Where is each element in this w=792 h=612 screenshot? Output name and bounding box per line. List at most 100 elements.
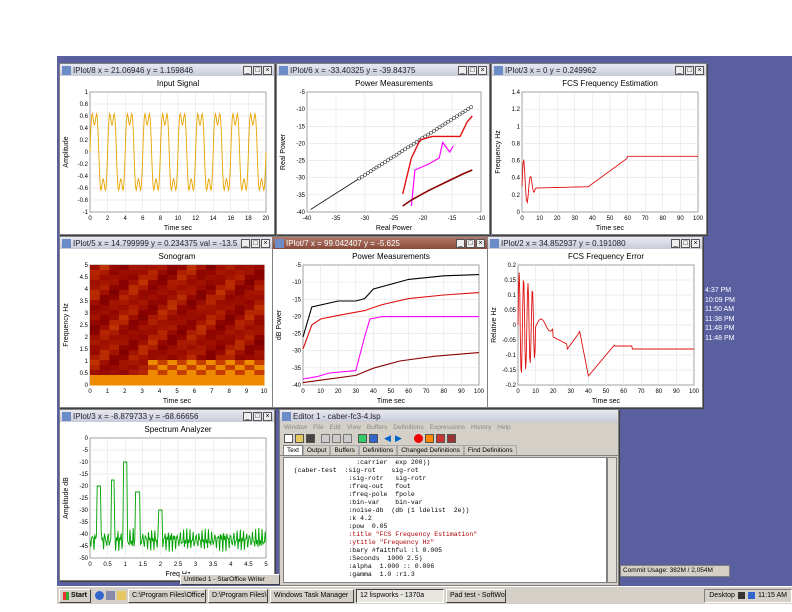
tab-text[interactable]: Text bbox=[283, 445, 303, 455]
start-button[interactable]: Start bbox=[59, 588, 91, 603]
maximize-icon[interactable]: □ bbox=[253, 411, 262, 421]
maximize-icon[interactable]: □ bbox=[466, 238, 475, 248]
sonogram-window[interactable]: IPlot/5 x = 14.799999 y = 0.234375 val =… bbox=[59, 236, 273, 408]
replace-icon[interactable] bbox=[369, 434, 378, 443]
sonogram-cell bbox=[254, 295, 265, 301]
maximize-icon[interactable]: □ bbox=[251, 238, 260, 248]
trace-icon[interactable] bbox=[447, 434, 456, 443]
paste-icon[interactable] bbox=[343, 434, 352, 443]
menu-view[interactable]: View bbox=[346, 423, 361, 431]
close-icon[interactable]: × bbox=[263, 411, 272, 421]
taskbar-button[interactable]: D:\Program Files\Office bbox=[208, 588, 268, 603]
sonogram-cell bbox=[148, 375, 159, 381]
menu-help[interactable]: Help bbox=[497, 423, 511, 431]
close-icon[interactable]: × bbox=[691, 238, 700, 248]
freq-error-window[interactable]: IPlot/2 x = 34.852937 y = 0.191080 _ □ × FC… bbox=[487, 236, 703, 408]
power-time-window[interactable]: IPlot/7 x = 99.042407 y = -5.625 _ □ × Powe… bbox=[272, 236, 488, 408]
title-bar[interactable]: IPlot/6 x = -33.40325 y = -39.84375 _ □ × bbox=[277, 64, 489, 76]
taskbar-button[interactable]: C:\Program Files\Office bbox=[128, 588, 206, 603]
sonogram-cell bbox=[109, 315, 120, 321]
minimize-icon[interactable]: _ bbox=[456, 238, 465, 248]
menu-buffers[interactable]: Buffers bbox=[366, 423, 388, 431]
maximize-icon[interactable]: □ bbox=[685, 65, 694, 75]
inspect-icon[interactable] bbox=[436, 434, 445, 443]
y-tick-label: 0.4 bbox=[80, 126, 89, 132]
title-bar[interactable]: IPlot/3 x = 0 y = 0.249962 _ □ × bbox=[492, 64, 706, 76]
code-editor[interactable]: :carrier exp 200)) (caber-test :sig-rot … bbox=[283, 457, 607, 583]
volume-icon[interactable] bbox=[737, 592, 745, 599]
close-icon[interactable]: × bbox=[263, 65, 272, 75]
x-tick-label: -40 bbox=[303, 216, 312, 222]
tab-changed-definitions[interactable]: Changed Definitions bbox=[397, 445, 464, 455]
title-bar[interactable]: IPlot/5 x = 14.799999 y = 0.234375 val =… bbox=[60, 237, 272, 249]
tab-find-definitions[interactable]: Find Definitions bbox=[463, 445, 517, 455]
sonogram-cell bbox=[128, 275, 139, 281]
power-scatter-window[interactable]: IPlot/6 x = -33.40325 y = -39.84375 _ □ × P… bbox=[276, 63, 490, 235]
cut-icon[interactable] bbox=[321, 434, 330, 443]
y-tick-label: -20 bbox=[296, 141, 305, 147]
menu-definitions[interactable]: Definitions bbox=[393, 423, 424, 431]
tab-buffers[interactable]: Buffers bbox=[330, 445, 359, 455]
copy-icon[interactable] bbox=[332, 434, 341, 443]
minimize-icon[interactable]: _ bbox=[241, 238, 250, 248]
sonogram-cell bbox=[254, 280, 265, 286]
editor-window[interactable]: Editor 1 - caber-fc3-4.lsp Window File E… bbox=[279, 409, 619, 586]
minimize-icon[interactable]: _ bbox=[675, 65, 684, 75]
close-icon[interactable]: × bbox=[478, 65, 487, 75]
data-point bbox=[414, 140, 419, 144]
input-signal-window[interactable]: IPlot/8 x = 21.06946 y = 1.159846 _ □ × Inp… bbox=[59, 63, 275, 235]
stop-icon[interactable] bbox=[414, 434, 423, 443]
sonogram-cell bbox=[109, 375, 120, 381]
taskbar-button[interactable]: Windows Task Manager bbox=[270, 588, 354, 603]
new-icon[interactable] bbox=[284, 434, 293, 443]
minimize-icon[interactable]: _ bbox=[243, 65, 252, 75]
maximize-icon[interactable]: □ bbox=[253, 65, 262, 75]
ie-icon[interactable] bbox=[95, 591, 104, 600]
close-icon[interactable]: × bbox=[476, 238, 485, 248]
taskbar-button[interactable]: Pad test - SoftWord bbox=[446, 588, 506, 603]
taskbar-button-floating[interactable]: Untitled 1 - StarOffice Writer bbox=[180, 574, 280, 585]
tab-output[interactable]: Output bbox=[302, 445, 331, 455]
minimize-icon[interactable]: _ bbox=[243, 411, 252, 421]
sonogram-cell bbox=[109, 355, 120, 361]
open-icon[interactable] bbox=[295, 434, 304, 443]
title-bar[interactable]: Editor 1 - caber-fc3-4.lsp bbox=[280, 410, 618, 422]
close-icon[interactable]: × bbox=[695, 65, 704, 75]
back-icon[interactable]: ◀ bbox=[384, 433, 391, 443]
desktop-icon[interactable] bbox=[106, 591, 115, 600]
menu-edit[interactable]: Edit bbox=[329, 423, 341, 431]
title-bar[interactable]: IPlot/7 x = 99.042407 y = -5.625 _ □ × bbox=[273, 237, 487, 249]
tab-definitions[interactable]: Definitions bbox=[358, 445, 398, 455]
network-icon[interactable] bbox=[747, 592, 755, 599]
vertical-scrollbar[interactable] bbox=[607, 457, 617, 583]
forward-icon[interactable]: ▶ bbox=[395, 433, 402, 443]
sonogram-cell bbox=[196, 340, 207, 346]
freq-estimation-window[interactable]: IPlot/3 x = 0 y = 0.249962 _ □ × FCS Freque… bbox=[491, 63, 707, 235]
sonogram-cell bbox=[148, 315, 159, 321]
sonogram-cell bbox=[244, 350, 255, 356]
y-tick-label: -5 bbox=[296, 263, 302, 269]
minimize-icon[interactable]: _ bbox=[671, 238, 680, 248]
y-axis-label: Amplitude dB bbox=[63, 477, 70, 519]
menu-window[interactable]: Window bbox=[284, 423, 308, 431]
maximize-icon[interactable]: □ bbox=[468, 65, 477, 75]
taskbar-button-active[interactable]: 12 lispworks - 1370a bbox=[356, 588, 444, 603]
close-icon[interactable]: × bbox=[261, 238, 270, 248]
minimize-icon[interactable]: _ bbox=[458, 65, 467, 75]
menu-file[interactable]: File bbox=[313, 423, 324, 431]
title-bar[interactable]: IPlot/3 x = -8.879733 y = -68.66656 _ □ × bbox=[60, 410, 274, 422]
sonogram-cell bbox=[186, 310, 197, 316]
sonogram-cell bbox=[254, 355, 265, 361]
sonogram-cell bbox=[196, 325, 207, 331]
title-bar[interactable]: IPlot/2 x = 34.852937 y = 0.191080 _ □ × bbox=[488, 237, 702, 249]
menu-expressions[interactable]: Expressions bbox=[429, 423, 466, 431]
find-icon[interactable] bbox=[358, 434, 367, 443]
debug-icon[interactable] bbox=[425, 434, 434, 443]
y-tick-label: -0.8 bbox=[78, 198, 89, 204]
menu-history[interactable]: History bbox=[471, 423, 492, 431]
folder-icon[interactable] bbox=[117, 591, 126, 600]
maximize-icon[interactable]: □ bbox=[681, 238, 690, 248]
save-icon[interactable] bbox=[306, 434, 315, 443]
title-bar[interactable]: IPlot/8 x = 21.06946 y = 1.159846 _ □ × bbox=[60, 64, 274, 76]
spectrum-analyzer-window[interactable]: IPlot/3 x = -8.879733 y = -68.66656 _ □ × S… bbox=[59, 409, 275, 581]
